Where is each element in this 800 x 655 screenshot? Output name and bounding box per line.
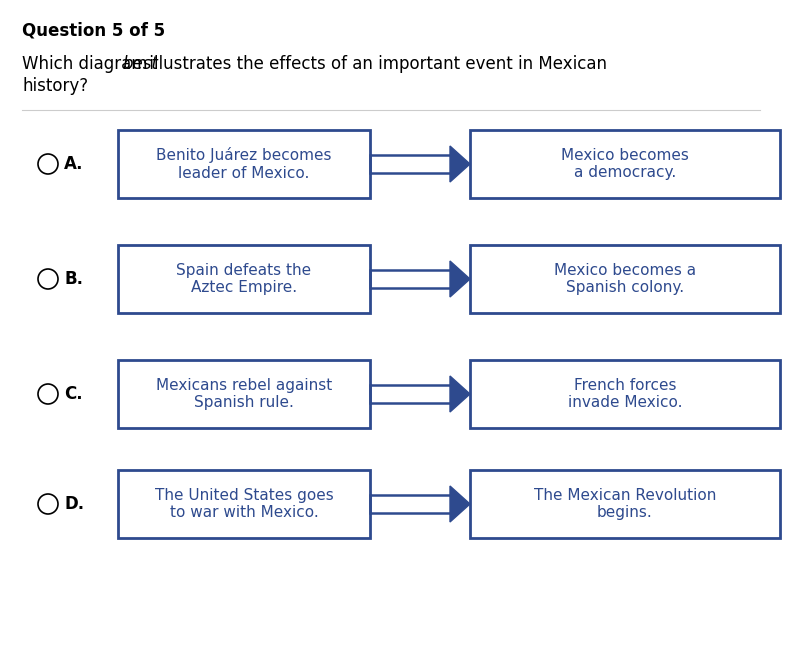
- Polygon shape: [450, 486, 470, 522]
- Text: illustrates the effects of an important event in Mexican: illustrates the effects of an important …: [144, 55, 607, 73]
- Text: Mexico becomes a
Spanish colony.: Mexico becomes a Spanish colony.: [554, 263, 696, 295]
- Bar: [470, 245, 780, 313]
- Text: A.: A.: [64, 155, 83, 173]
- Bar: [470, 360, 780, 428]
- Text: best: best: [122, 55, 158, 73]
- Text: C.: C.: [64, 385, 82, 403]
- Bar: [118, 130, 370, 198]
- Text: B.: B.: [64, 270, 83, 288]
- Text: The Mexican Revolution
begins.: The Mexican Revolution begins.: [534, 488, 716, 520]
- Text: Which diagram: Which diagram: [22, 55, 153, 73]
- Text: Mexicans rebel against
Spanish rule.: Mexicans rebel against Spanish rule.: [156, 378, 332, 410]
- Polygon shape: [450, 261, 470, 297]
- Text: The United States goes
to war with Mexico.: The United States goes to war with Mexic…: [154, 488, 334, 520]
- Text: history?: history?: [22, 77, 88, 95]
- Text: French forces
invade Mexico.: French forces invade Mexico.: [568, 378, 682, 410]
- Bar: [118, 245, 370, 313]
- Text: Question 5 of 5: Question 5 of 5: [22, 22, 165, 40]
- Bar: [118, 470, 370, 538]
- Text: Spain defeats the
Aztec Empire.: Spain defeats the Aztec Empire.: [177, 263, 311, 295]
- Text: Mexico becomes
a democracy.: Mexico becomes a democracy.: [561, 148, 689, 180]
- Polygon shape: [450, 146, 470, 182]
- Polygon shape: [450, 376, 470, 412]
- Bar: [118, 360, 370, 428]
- Text: Benito Juárez becomes
leader of Mexico.: Benito Juárez becomes leader of Mexico.: [156, 147, 332, 181]
- Text: D.: D.: [64, 495, 84, 513]
- Bar: [470, 470, 780, 538]
- Bar: [470, 130, 780, 198]
